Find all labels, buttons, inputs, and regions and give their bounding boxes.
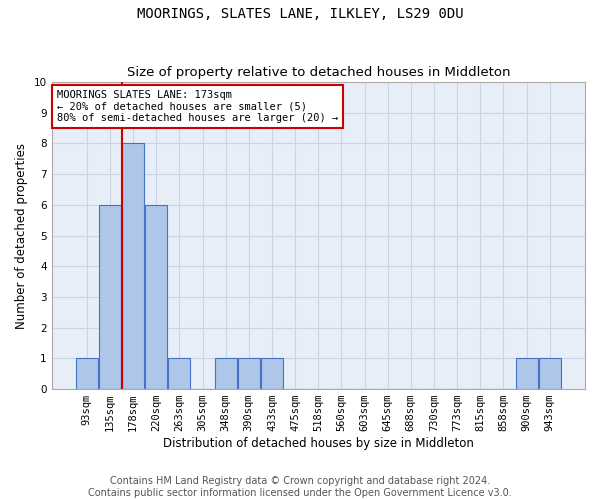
Y-axis label: Number of detached properties: Number of detached properties <box>15 142 28 328</box>
Bar <box>169 358 190 389</box>
Bar <box>238 358 260 389</box>
Text: MOORINGS, SLATES LANE, ILKLEY, LS29 0DU: MOORINGS, SLATES LANE, ILKLEY, LS29 0DU <box>137 8 463 22</box>
Bar <box>76 358 98 389</box>
Bar <box>515 358 538 389</box>
Bar <box>261 358 283 389</box>
Bar <box>539 358 561 389</box>
Bar <box>99 205 121 389</box>
Bar <box>122 144 144 389</box>
Bar <box>215 358 236 389</box>
Text: MOORINGS SLATES LANE: 173sqm
← 20% of detached houses are smaller (5)
80% of sem: MOORINGS SLATES LANE: 173sqm ← 20% of de… <box>57 90 338 123</box>
Bar <box>145 205 167 389</box>
X-axis label: Distribution of detached houses by size in Middleton: Distribution of detached houses by size … <box>163 437 474 450</box>
Title: Size of property relative to detached houses in Middleton: Size of property relative to detached ho… <box>127 66 510 80</box>
Text: Contains HM Land Registry data © Crown copyright and database right 2024.
Contai: Contains HM Land Registry data © Crown c… <box>88 476 512 498</box>
